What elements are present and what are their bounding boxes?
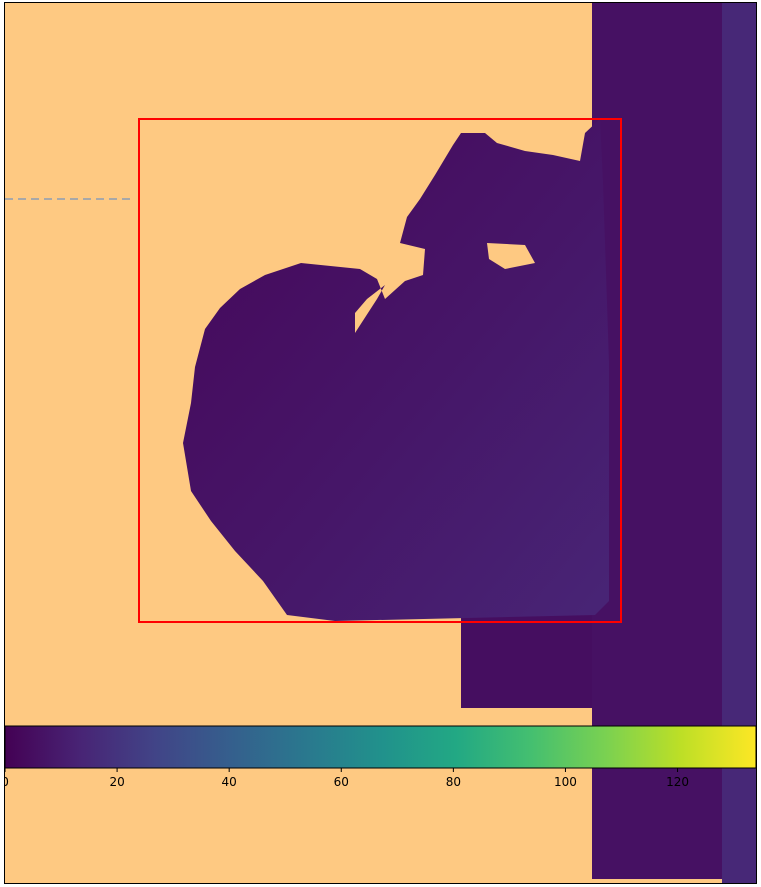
- colorbar-tick-label: 120: [666, 775, 689, 789]
- heatmap-plot: 0 20 40 60 80 100 120: [4, 2, 757, 884]
- colorbar-tick-label: 20: [109, 775, 124, 789]
- colorbar-ticks: 0 20 40 60 80 100 120: [5, 768, 689, 789]
- bounding-box: [138, 118, 622, 623]
- colorbar-tick-label: 0: [5, 775, 9, 789]
- colorbar-tick-label: 80: [446, 775, 461, 789]
- colorbar-tick-label: 60: [334, 775, 349, 789]
- colorbar-tick-label: 40: [222, 775, 237, 789]
- heatmap-svg: 0 20 40 60 80 100 120: [5, 3, 756, 883]
- lower-block: [461, 603, 592, 708]
- colorbar-tick-label: 100: [554, 775, 577, 789]
- colorbar: 0 20 40 60 80 100 120: [5, 725, 756, 789]
- colorbar-gradient: [5, 725, 756, 769]
- object-region: [183, 119, 609, 621]
